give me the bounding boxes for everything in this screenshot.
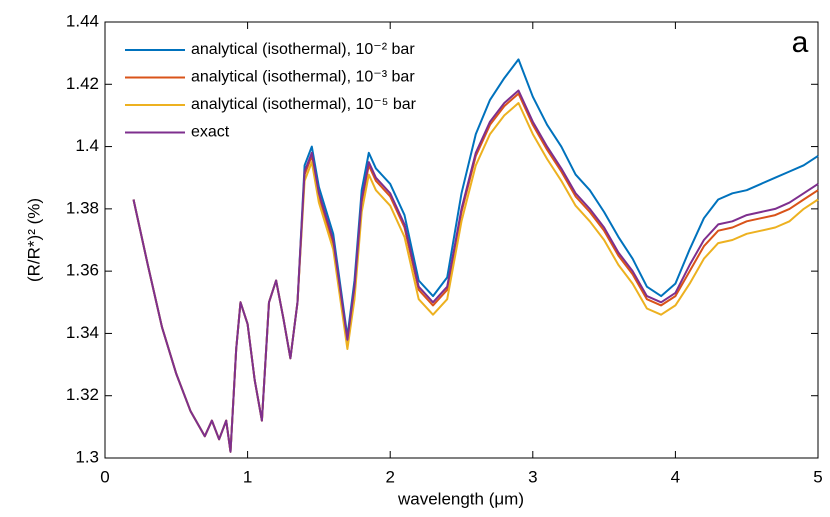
y-tick-label: 1.32 [66, 385, 99, 404]
x-tick-label: 4 [671, 467, 680, 486]
series-line [132, 89, 819, 453]
y-tick-label: 1.44 [66, 11, 99, 30]
legend-label: analytical (isothermal), 10⁻² bar [191, 41, 415, 58]
legend-label: exact [191, 124, 230, 141]
y-tick-label: 1.38 [66, 198, 99, 217]
y-tick-label: 1.4 [75, 136, 99, 155]
x-tick-label: 5 [813, 467, 822, 486]
plot-frame [104, 21, 819, 459]
y-axis-label: (R/R*)² (%) [24, 198, 43, 282]
y-tick-label: 1.36 [66, 261, 99, 280]
x-axis-label: wavelength (μm) [397, 489, 524, 508]
y-tick-label: 1.3 [75, 447, 99, 466]
y-tick-label: 1.34 [66, 323, 99, 342]
x-tick-label: 0 [100, 467, 109, 486]
legend-label: analytical (isothermal), 10⁻⁵ bar [191, 96, 417, 113]
x-tick-label: 1 [243, 467, 252, 486]
y-tick-label: 1.42 [66, 74, 99, 93]
x-tick-label: 3 [528, 467, 537, 486]
annotation: a [792, 26, 809, 59]
legend-label: analytical (isothermal), 10⁻³ bar [191, 69, 415, 86]
x-tick-label: 2 [385, 467, 394, 486]
